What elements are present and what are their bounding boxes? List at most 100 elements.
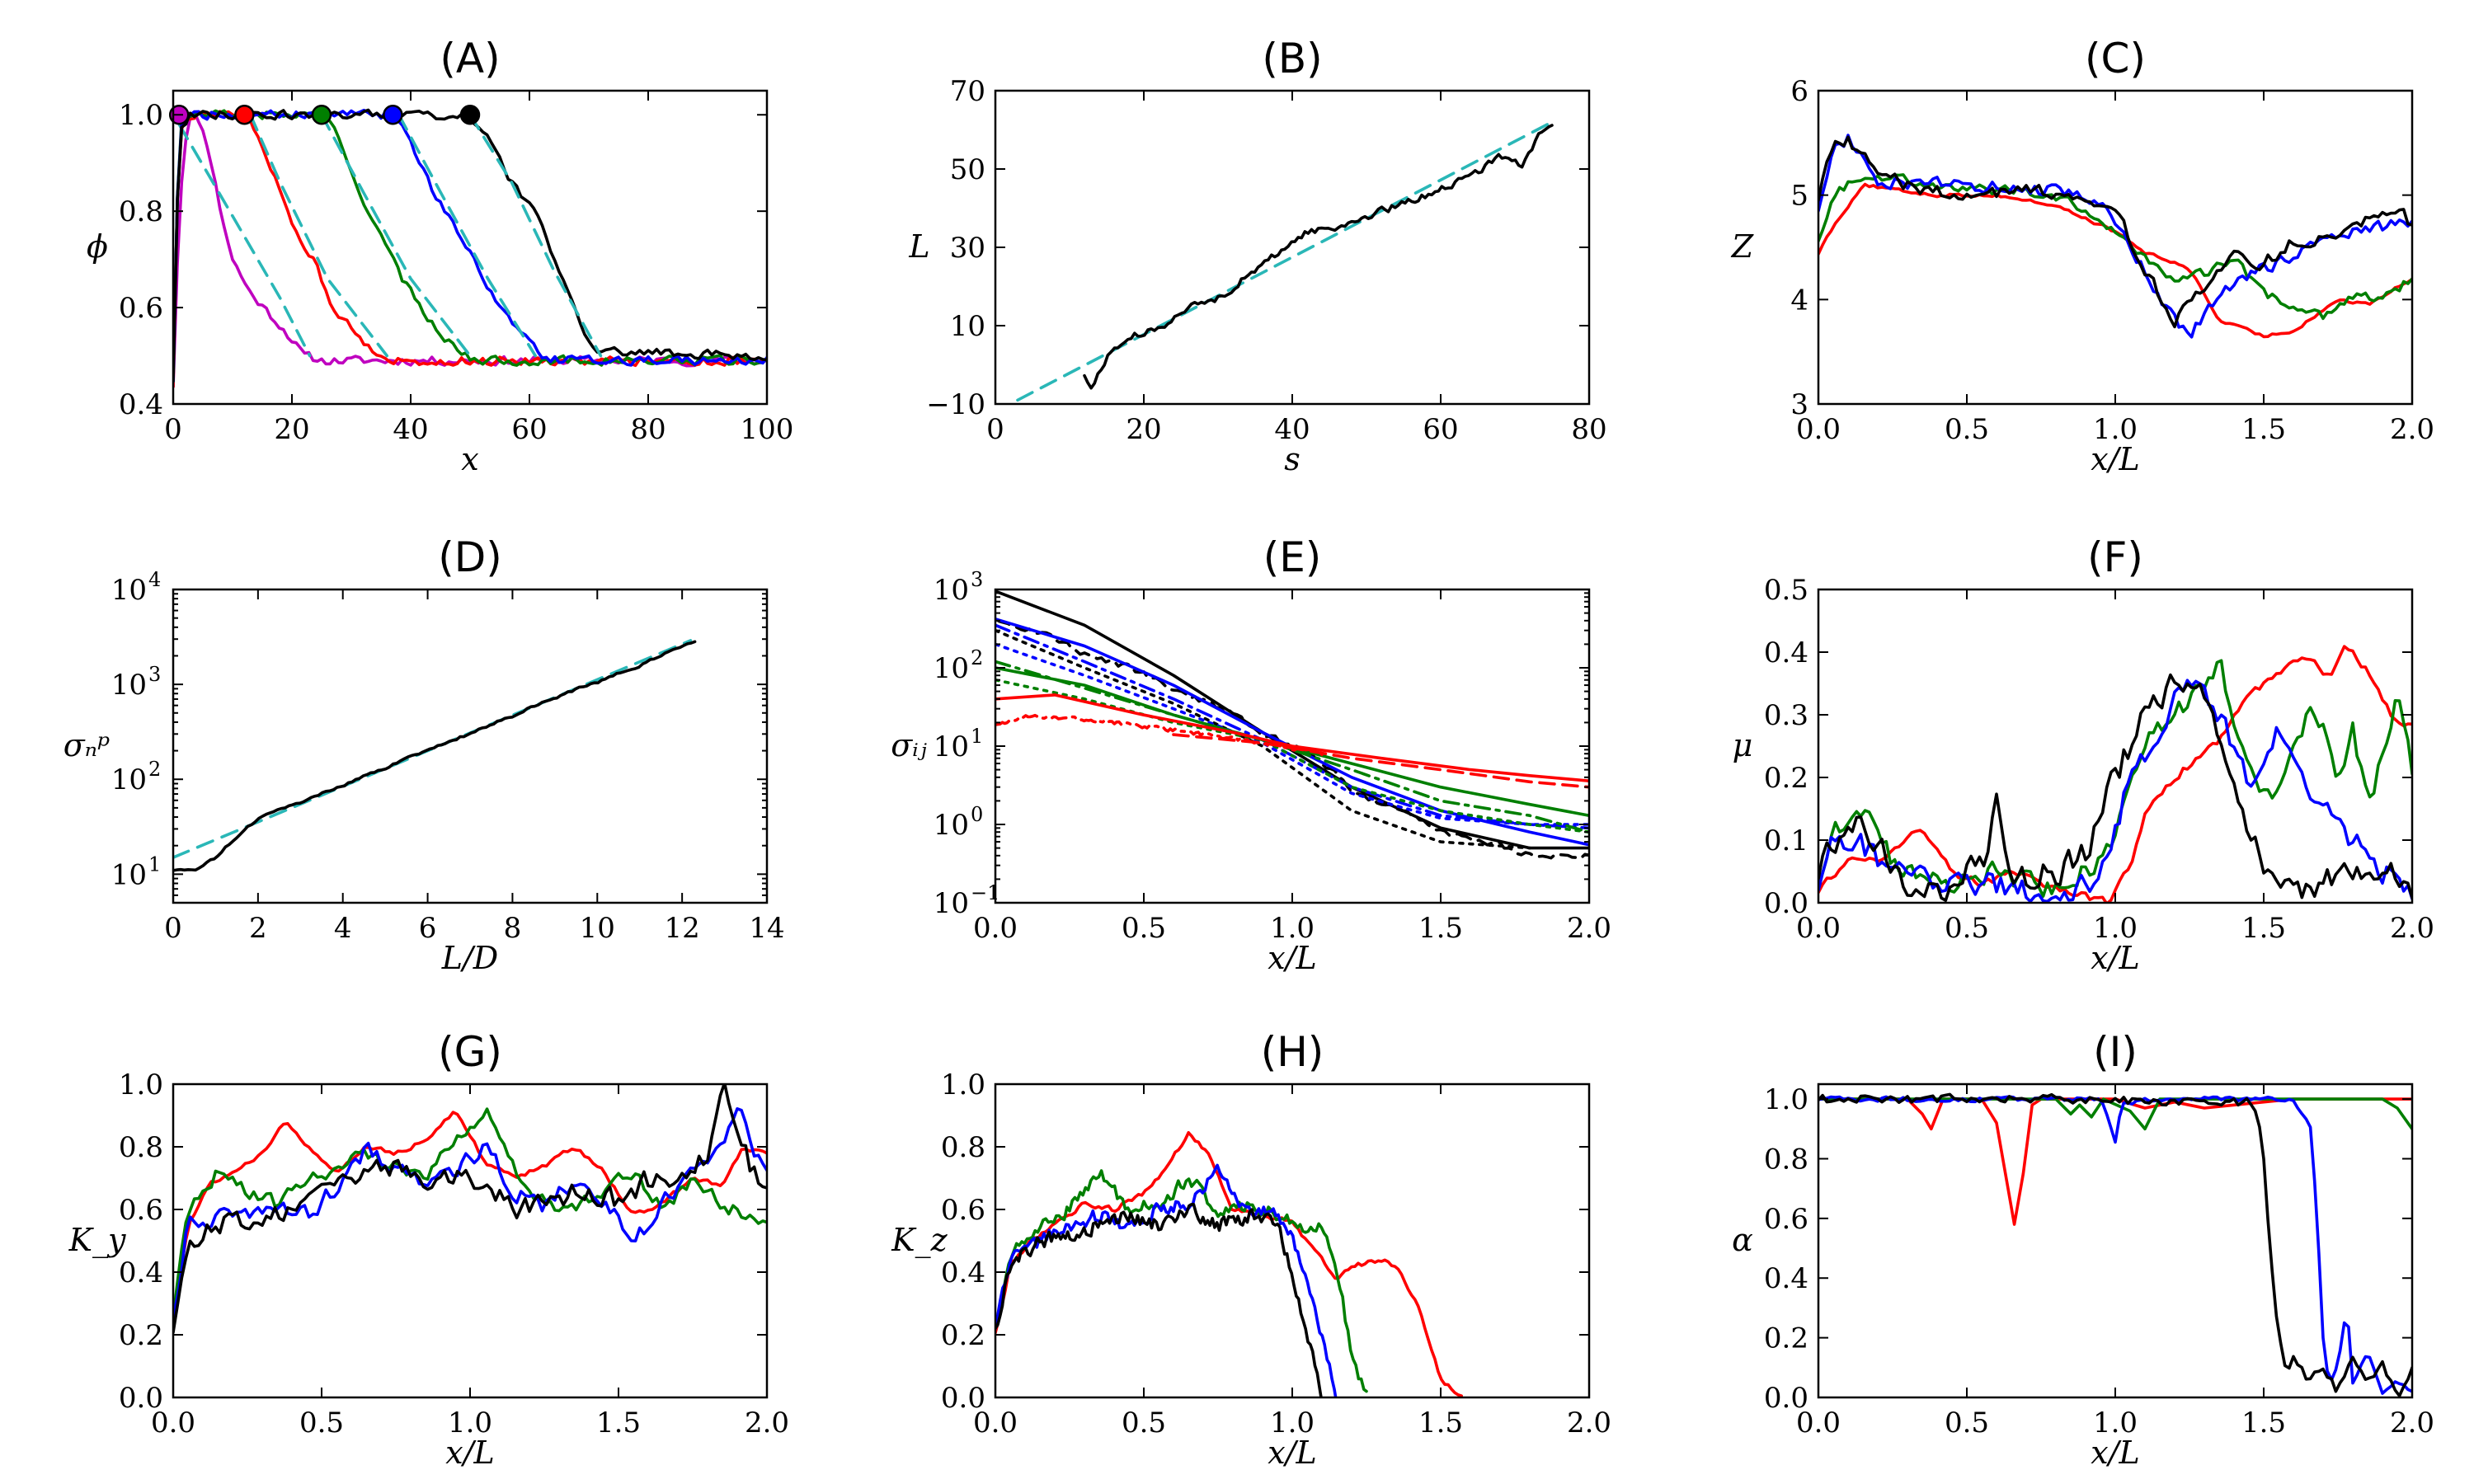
y-tick-label: −10 — [926, 388, 985, 421]
y-tick-label: 6 — [1790, 75, 1808, 108]
series-blue — [1818, 1095, 2412, 1395]
panel-title: (A) — [440, 35, 500, 82]
series-red — [1818, 1097, 2412, 1226]
y-tick-label: 0.0 — [1764, 1382, 1808, 1415]
x-tick-label: 8 — [504, 912, 522, 945]
y-tick-label: 0.6 — [1764, 1203, 1808, 1236]
x-tick-label: 0.0 — [151, 1407, 195, 1439]
series-group — [995, 589, 1589, 860]
x-tick-label: 0.5 — [1945, 413, 1989, 446]
x-tick-label: 0.5 — [1945, 912, 1989, 945]
y-tick-label: 30 — [950, 232, 985, 265]
series-σ — [173, 640, 697, 872]
plot-frame — [172, 89, 769, 406]
x-tick-label: 2.0 — [2390, 1407, 2434, 1439]
series-group — [995, 1131, 1463, 1397]
x-tick-label: 0 — [164, 912, 182, 945]
series-black-solid — [995, 589, 1589, 850]
y-tick-label: 0.6 — [119, 1194, 163, 1227]
x-tick-label: 10 — [580, 912, 615, 945]
plot-frame — [172, 588, 769, 904]
x-tick-label: 1.0 — [1270, 1407, 1315, 1439]
y-tick-label: 10 — [934, 730, 969, 763]
y-axis-label: σᵢⱼ — [891, 727, 927, 763]
panel-F: (F) 0.0 0.5 1.0 1.5 2.0 0.0 0.1 0.2 0.3 0.4 0.5 x/L μ — [1733, 533, 2434, 976]
series-red — [173, 1111, 767, 1321]
series-black-dotted — [995, 628, 1531, 850]
y-tick-label: 0.4 — [119, 1256, 163, 1289]
panel-title: (G) — [438, 1028, 502, 1076]
y-tick-label: 0.8 — [119, 1131, 163, 1164]
y-tick-label: 10 — [111, 574, 147, 607]
x-tick-label: 0.5 — [1945, 1407, 1989, 1439]
y-tick-label: 10 — [934, 887, 969, 920]
panel-title: (F) — [2087, 533, 2143, 581]
y-axis-label: ϕ — [87, 228, 108, 265]
y-tick-label: 4 — [1790, 284, 1808, 317]
y-tick-label: 0.4 — [1764, 1262, 1808, 1295]
series-group — [173, 1084, 767, 1334]
x-tick-label: 80 — [1571, 413, 1606, 446]
series-black — [1818, 135, 2412, 329]
series-blue — [1818, 134, 2412, 339]
x-tick-label: 1.5 — [2241, 1407, 2286, 1439]
series-blue-dotted — [995, 642, 1589, 826]
y-tick-exponent: −1 — [971, 881, 999, 904]
y-tick-label: 0.0 — [941, 1382, 985, 1415]
series-black-fit — [468, 113, 603, 358]
series-red-fit — [248, 113, 388, 358]
x-tick-label: 20 — [1126, 413, 1161, 446]
y-axis-label: K_z — [891, 1222, 948, 1259]
series-blue-fit — [397, 113, 537, 358]
y-tick-label: 0.8 — [941, 1131, 985, 1164]
series-red-dashed — [1172, 733, 1589, 789]
x-tick-label: 80 — [630, 413, 666, 446]
x-tick-label: 1.5 — [2241, 413, 2286, 446]
series-green-dashdot — [995, 660, 1589, 834]
series-group — [173, 108, 767, 388]
y-tick-exponent: 2 — [148, 758, 161, 781]
x-tick-label: 0 — [164, 413, 182, 446]
series-green — [1818, 1097, 2412, 1131]
panel-C: (C) 0.0 0.5 1.0 1.5 2.0 3 4 5 6 x/L Z — [1731, 35, 2434, 477]
x-tick-label: 6 — [419, 912, 437, 945]
series-magenta-fit — [177, 123, 312, 358]
series-red — [1818, 645, 2412, 903]
y-tick-label: 0.4 — [941, 1256, 985, 1289]
y-axis-label: Z — [1731, 228, 1754, 265]
x-tick-label: 1.0 — [2093, 1407, 2138, 1439]
x-tick-label: 0.0 — [1796, 1407, 1841, 1439]
y-tick-label: 10 — [934, 652, 969, 685]
x-tick-label: 0 — [986, 413, 1004, 446]
x-tick-label: 60 — [1423, 413, 1458, 446]
x-tick-label: 1.0 — [1270, 912, 1315, 945]
series-black — [1818, 673, 2412, 902]
panel-H: (H)0.0 0.5 1.0 1.5 2.00.00.20.40.60.81.0x/LK… — [891, 1028, 1611, 1471]
plot-frame — [1817, 1082, 2414, 1399]
panel-title: (B) — [1262, 35, 1322, 82]
x-tick-label: 12 — [665, 912, 700, 945]
x-tick-label: 1.5 — [2241, 912, 2286, 945]
panel-G: (G)0.0 0.5 1.0 1.5 2.00.00.20.40.60.81.0x/LK… — [68, 1028, 789, 1471]
panel-I: (I)0.0 0.5 1.0 1.5 2.00.00.20.40.60.81.0x/Lα — [1732, 1028, 2434, 1471]
series-group — [173, 639, 697, 872]
y-tick-label: 0.2 — [119, 1319, 163, 1352]
x-tick-label: 1.0 — [448, 1407, 492, 1439]
y-tick-label: 10 — [111, 763, 147, 796]
marker-blue — [383, 104, 403, 125]
panel-title: (I) — [2093, 1028, 2138, 1076]
series-red — [1818, 182, 2412, 339]
plot-frame — [1817, 588, 2414, 904]
x-tick-label: 100 — [741, 413, 794, 446]
series-green — [995, 1169, 1368, 1393]
x-tick-label: 4 — [334, 912, 352, 945]
x-axis-label: x — [461, 441, 478, 477]
series-group — [1818, 645, 2412, 903]
panel-title: (D) — [438, 533, 502, 581]
x-tick-label: 2.0 — [1567, 1407, 1611, 1439]
y-tick-label: 0.2 — [1764, 1322, 1808, 1355]
x-axis-label: x/L — [1268, 940, 1316, 976]
x-tick-label: 1.0 — [2093, 912, 2138, 945]
